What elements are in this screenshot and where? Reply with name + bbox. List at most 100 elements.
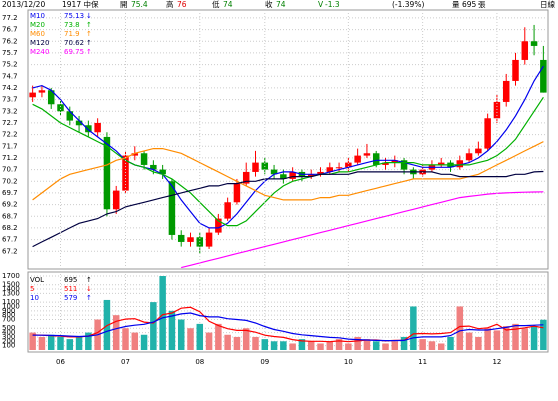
y-tick-label: 74.7	[2, 72, 18, 80]
candle-body	[289, 171, 296, 179]
candle-body	[75, 120, 83, 126]
ma-line	[181, 191, 544, 269]
volume-bar	[307, 341, 315, 350]
y-tick-label: 67.2	[2, 247, 18, 255]
open-label: 開	[120, 0, 128, 9]
volume-bar	[484, 328, 491, 350]
legend-value: 579	[64, 294, 77, 302]
volume-bar	[252, 336, 259, 350]
volume-bar	[372, 341, 380, 350]
volume-bar	[502, 326, 510, 350]
candle-body	[224, 202, 231, 219]
ma-line	[32, 141, 544, 201]
y-tick-label: 75.7	[2, 49, 18, 57]
candle-body	[484, 118, 491, 149]
legend-value: 73.8	[64, 21, 80, 29]
legend-value: 511	[64, 285, 77, 293]
period: 日線	[540, 0, 555, 9]
low-value: 74	[223, 0, 233, 9]
candle-body	[94, 122, 101, 133]
change-label: V	[318, 0, 324, 9]
y-tick-label: 70.2	[2, 177, 18, 185]
volume-bar	[456, 306, 464, 350]
y-tick-label: 73.7	[2, 96, 18, 104]
legend-name: M10	[30, 12, 45, 20]
y-tick-label: 72.7	[2, 119, 18, 127]
candle-body	[540, 59, 547, 93]
candle-body	[391, 160, 399, 163]
ma-line	[32, 306, 544, 343]
candle-body	[317, 171, 324, 175]
volume-bar	[224, 334, 231, 350]
candle-body	[168, 181, 176, 235]
candle-body	[57, 104, 64, 112]
legend-trend: ↓	[86, 285, 92, 293]
volume-bar	[47, 334, 55, 350]
legend-trend: ↑	[86, 30, 92, 38]
y-tick-label: 200	[2, 337, 15, 345]
change-pct: (-1.39%)	[392, 0, 424, 9]
volume-bar	[540, 319, 547, 350]
volume-bar	[177, 319, 185, 350]
x-tick-label: 09	[260, 358, 269, 366]
candle-body	[85, 125, 92, 133]
legend-trend: ↓	[86, 12, 92, 20]
volume-bar	[298, 339, 306, 350]
volume-unit: 張	[478, 0, 486, 9]
ma-line	[32, 96, 544, 227]
volume-bar	[280, 341, 287, 350]
candle-body	[233, 183, 241, 203]
candle-body	[354, 155, 361, 163]
y-tick-label: 71.2	[2, 154, 18, 162]
ma-line	[32, 312, 544, 342]
candle-body	[502, 80, 510, 102]
open-value: 75.4	[131, 0, 148, 9]
volume-bar	[465, 332, 473, 350]
volume-bar	[29, 332, 36, 350]
volume-bar	[196, 323, 204, 350]
volume-bar	[512, 323, 519, 350]
high-label: 高	[166, 0, 174, 9]
legend-name: 10	[30, 294, 39, 302]
candle-body	[521, 41, 529, 60]
legend-value: 75.13	[64, 12, 84, 20]
candle-body	[140, 153, 148, 165]
y-tick-label: 77.2	[2, 14, 18, 22]
candle-body	[112, 190, 120, 210]
y-tick-label: 300	[2, 333, 15, 341]
y-tick-label: 71.7	[2, 142, 18, 150]
volume-bar	[437, 343, 445, 350]
volume-bar	[363, 339, 371, 350]
legend-trend: ↑	[86, 276, 92, 284]
close-label: 收	[265, 0, 273, 9]
volume-bar	[530, 326, 538, 350]
y-tick-label: 68.2	[2, 224, 18, 232]
volume-bar	[345, 343, 352, 350]
volume-bar	[122, 328, 129, 350]
low-label: 低	[212, 0, 220, 9]
y-tick-label: 100	[2, 342, 15, 350]
volume-value: 695	[462, 0, 477, 9]
x-tick-label: 08	[195, 358, 204, 366]
volume-bar	[38, 336, 46, 350]
volume-bar	[400, 336, 408, 350]
volume-bar	[215, 323, 222, 350]
x-tick-label: 06	[56, 358, 65, 366]
high-value: 76	[177, 0, 187, 9]
volume-bar	[428, 341, 436, 350]
volume-bar	[289, 343, 296, 350]
volume-bar	[354, 336, 361, 350]
y-tick-label: 72.2	[2, 131, 18, 139]
candle-body	[372, 153, 380, 165]
candle-body	[493, 101, 501, 119]
y-tick-label: 70.7	[2, 166, 18, 174]
volume-bar	[261, 339, 269, 350]
date: 2013/12/20	[2, 0, 45, 9]
y-tick-label: 500	[2, 324, 15, 332]
volume-bar	[150, 302, 157, 350]
volume-bar	[419, 339, 426, 350]
y-tick-label: 400	[2, 329, 15, 337]
y-tick-label: 76.7	[2, 26, 18, 34]
legend-trend: ↑	[86, 39, 92, 47]
legend-value: 69.75	[64, 48, 84, 56]
